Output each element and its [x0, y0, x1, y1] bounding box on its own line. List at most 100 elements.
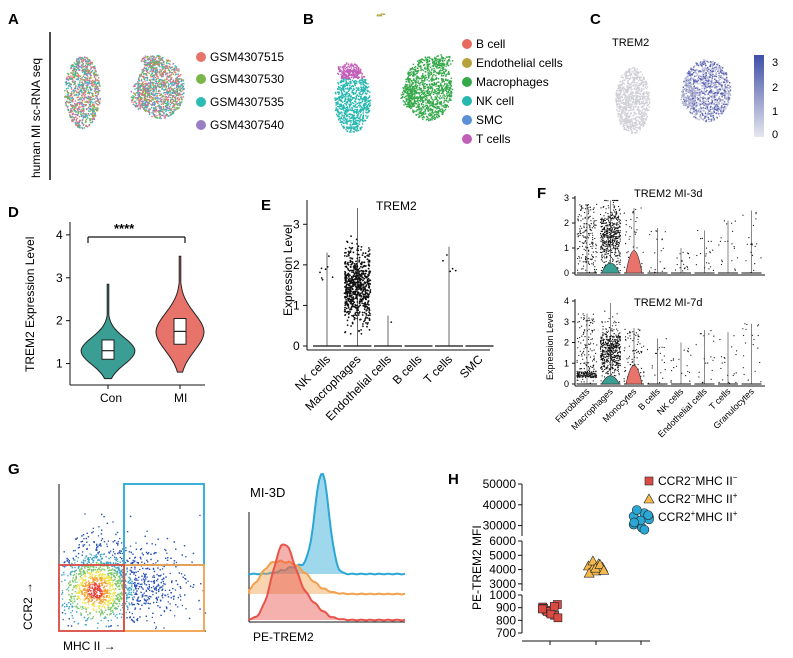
umap-c-point: [616, 103, 618, 105]
umap-a-point: [134, 83, 137, 85]
umap-b-point: [412, 102, 414, 105]
umap-a-point: [155, 81, 158, 83]
umap-a-point: [78, 84, 80, 86]
umap-b-point: [449, 81, 451, 83]
umap-a-point: [96, 83, 98, 85]
umap-a-point: [135, 102, 138, 105]
umap-b-point: [444, 95, 446, 97]
umap-a-point: [154, 76, 157, 79]
umap-a-point: [178, 70, 180, 72]
umap-b-point: [435, 98, 437, 100]
umap-c-point: [642, 102, 645, 104]
umap-b-point: [412, 96, 414, 99]
umap-b-point: [335, 113, 338, 115]
umap-a-point: [177, 91, 179, 94]
umap-b-point: [436, 114, 439, 116]
umap-a-point: [146, 90, 148, 93]
umap-b-point: [352, 105, 355, 107]
umap-a-point: [156, 83, 159, 85]
umap-b-point: [417, 63, 419, 66]
umap-a-point: [92, 101, 94, 104]
umap-b-point: [432, 102, 434, 104]
umap-b-point: [410, 90, 413, 92]
umap-b-point: [424, 85, 426, 88]
umap-b-point: [350, 95, 352, 97]
umap-a-point: [88, 82, 91, 84]
umap-a-point: [169, 112, 171, 114]
umap-b-point: [406, 87, 409, 90]
umap-b-point: [338, 69, 341, 71]
umap-c-point: [646, 83, 648, 85]
umap-a-point: [150, 92, 153, 94]
umap-c-point: [641, 101, 643, 103]
umap-b-point: [443, 106, 445, 108]
umap-a-point: [77, 126, 80, 128]
umap-c-point: [634, 68, 636, 70]
umap-a-point: [176, 76, 178, 78]
umap-b-point: [424, 67, 426, 70]
umap-b-point: [381, 13, 383, 15]
umap-b-point: [356, 94, 358, 97]
umap-a-point: [150, 107, 153, 109]
umap-b-point: [342, 85, 344, 87]
umap-b-point: [354, 127, 356, 129]
umap-b-point: [430, 83, 433, 86]
umap-b-point: [439, 102, 442, 105]
umap-b-point: [426, 91, 428, 93]
umap-c-point: [634, 72, 636, 74]
umap-b-point: [355, 95, 357, 98]
umap-a-point: [74, 70, 76, 73]
umap-a-point: [138, 85, 140, 88]
umap-a-point: [71, 115, 73, 117]
umap-a-point: [148, 101, 150, 104]
umap-b-point: [419, 66, 421, 68]
umap-b-point: [424, 111, 426, 113]
umap-a-point: [70, 75, 72, 77]
umap-b-point: [353, 87, 355, 90]
umap-a-point: [181, 84, 183, 87]
umap-a-point: [93, 73, 95, 75]
umap-b-point: [426, 67, 428, 69]
umap-b-point: [411, 91, 414, 93]
umap-b-point: [358, 110, 360, 112]
umap-a-point: [83, 79, 85, 81]
umap-b-point: [431, 65, 434, 67]
umap-b-point: [428, 118, 430, 120]
umap-b-point: [355, 91, 357, 93]
umap-a-point: [174, 109, 177, 111]
umap-c-point: [619, 81, 621, 83]
umap-c-point: [617, 115, 619, 118]
umap-a-point: [165, 61, 168, 63]
umap-c-point: [635, 122, 637, 125]
umap-c-point: [636, 124, 638, 126]
umap-c-point: [630, 95, 632, 98]
umap-c-point: [628, 129, 630, 132]
umap-a-point: [139, 106, 141, 108]
umap-b-point: [437, 89, 439, 92]
umap-c-point: [630, 128, 632, 131]
umap-b-point: [365, 114, 367, 117]
umap-b-point: [358, 98, 360, 101]
umap-a-point: [154, 86, 157, 89]
umap-b-point: [343, 71, 345, 74]
umap-a-point: [76, 72, 79, 74]
umap-c-point: [641, 79, 643, 82]
umap-a-point: [71, 93, 73, 95]
umap-b-point: [421, 113, 423, 116]
umap-a-point: [135, 105, 137, 107]
umap-b-point: [367, 97, 370, 99]
umap-b-point: [433, 67, 435, 70]
umap-a-point: [143, 70, 145, 72]
umap-a-point: [157, 100, 160, 103]
umap-a-point: [85, 114, 87, 116]
umap-a-point: [150, 66, 152, 69]
umap-b-point: [432, 71, 435, 73]
legend-dot-endothelial: [462, 58, 472, 68]
umap-c-point: [617, 103, 619, 105]
umap-c-point: [625, 76, 627, 78]
umap-a-point: [154, 93, 156, 95]
umap-b-point: [342, 108, 344, 110]
umap-c-point: [634, 117, 637, 119]
umap-b-point: [439, 95, 442, 97]
umap-a-point: [133, 96, 135, 98]
